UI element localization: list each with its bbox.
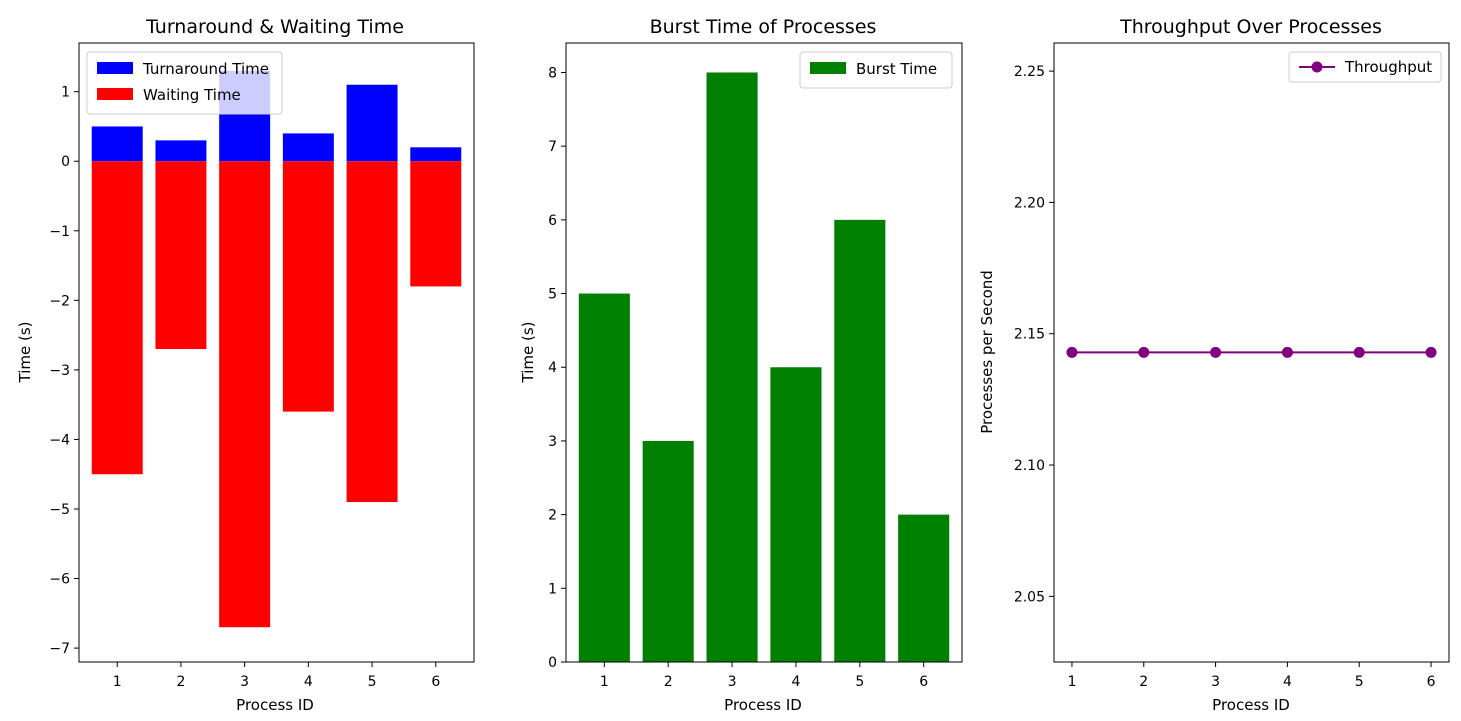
chart3-data-point xyxy=(1281,346,1293,358)
chart2-bar-burst-time xyxy=(642,440,694,662)
chart3-ytick-label: 2.20 xyxy=(1014,195,1045,211)
chart3-data-point xyxy=(1353,346,1365,358)
chart2-bar-burst-time xyxy=(578,293,630,662)
chart1-bar-turnaround-time xyxy=(91,126,143,162)
chart3-data-point xyxy=(1425,346,1437,358)
chart-burst-time: Burst Time of Processes 1 2 3 4 5 6 0 1 2 3 4 5 6 7 8 B… xyxy=(519,16,963,714)
chart1-axes-frame xyxy=(78,42,475,663)
chart3-ylabel: Processes per Second xyxy=(978,270,996,434)
chart2-ytick-label: 4 xyxy=(548,360,557,376)
chart3-ytick-label: 2.10 xyxy=(1014,458,1045,474)
chart1-bar-waiting-time xyxy=(346,161,398,503)
chart2-legend-label: Burst Time xyxy=(856,60,937,78)
chart3-ytick-label: 2.15 xyxy=(1014,327,1045,343)
chart1-ytick-label: −4 xyxy=(49,432,70,448)
chart1-xtick-label: 1 xyxy=(113,674,122,690)
chart2-legend-swatch xyxy=(810,62,846,74)
chart1-bar-waiting-time xyxy=(410,161,462,287)
chart1-xtick-label: 3 xyxy=(240,674,249,690)
chart1-ytick-label: −2 xyxy=(49,293,70,309)
chart1-ylabel: Time (s) xyxy=(16,322,34,384)
chart2-bar-burst-time xyxy=(770,367,822,662)
chart2-legend-box xyxy=(799,51,953,89)
chart2-ytick-label: 0 xyxy=(548,655,557,671)
chart1-bar-waiting-time xyxy=(282,161,334,412)
chart3-axes-frame xyxy=(1053,42,1450,663)
chart1-bar-turnaround-time xyxy=(346,84,398,162)
chart2-xtick-label: 3 xyxy=(728,674,737,690)
chart3-xtick-label: 6 xyxy=(1427,674,1436,690)
chart1-xtick-label: 6 xyxy=(431,674,440,690)
chart3-ytick-label: 2.05 xyxy=(1014,589,1045,605)
chart1-plot-area: 1 2 3 4 5 6 −7 −6 −5 −4 −3 −2 −1 0 1 Turnaround Time Wai… xyxy=(49,42,475,690)
chart3-xtick-label: 2 xyxy=(1139,674,1148,690)
chart1-legend-box xyxy=(86,51,283,115)
chart1-title: Turnaround & Waiting Time xyxy=(145,16,404,38)
chart3-legend-marker xyxy=(1311,61,1323,73)
chart3-ytick-label: 2.25 xyxy=(1014,64,1045,80)
chart3-xtick-label: 4 xyxy=(1283,674,1292,690)
chart1-ytick-label: −1 xyxy=(49,224,70,240)
chart3-legend-box xyxy=(1288,51,1442,83)
chart2-xtick-label: 5 xyxy=(855,674,864,690)
chart2-ytick-label: 1 xyxy=(548,581,557,597)
chart2-ytick-label: 7 xyxy=(548,139,557,155)
chart1-legend-label: Turnaround Time xyxy=(142,60,269,78)
chart1-bar-turnaround-time xyxy=(410,147,462,162)
chart2-xtick-label: 1 xyxy=(600,674,609,690)
chart1-bar-turnaround-time xyxy=(155,140,207,162)
chart3-data-point xyxy=(1066,346,1078,358)
chart3-data-point xyxy=(1210,346,1222,358)
chart3-legend-label: Throughput xyxy=(1344,58,1432,76)
chart1-xtick-label: 5 xyxy=(368,674,377,690)
chart1-ytick-label: −3 xyxy=(49,363,70,379)
chart2-bar-burst-time xyxy=(834,219,886,662)
chart3-xlabel: Process ID xyxy=(1212,696,1290,714)
chart2-ytick-label: 8 xyxy=(548,65,557,81)
chart1-bar-waiting-time xyxy=(155,161,207,350)
chart1-legend-label: Waiting Time xyxy=(143,86,241,104)
chart3-xtick-label: 5 xyxy=(1355,674,1364,690)
chart3-xtick-label: 1 xyxy=(1067,674,1076,690)
chart3-title: Throughput Over Processes xyxy=(1119,16,1382,38)
chart1-legend-swatch xyxy=(97,62,133,74)
chart3-data-point xyxy=(1138,346,1150,358)
chart1-ytick-label: 1 xyxy=(61,85,70,101)
chart1-bar-turnaround-time xyxy=(282,133,334,162)
chart-turnaround-waiting: Turnaround & Waiting Time 1 2 3 4 5 6 −7 −6 −5 −4… xyxy=(16,16,475,714)
chart1-bar-waiting-time xyxy=(219,161,271,628)
chart2-plot-area: 1 2 3 4 5 6 0 1 2 3 4 5 6 7 8 Burst Time xyxy=(548,42,963,690)
chart2-xtick-label: 4 xyxy=(791,674,800,690)
chart2-ytick-label: 5 xyxy=(548,287,557,303)
chart2-bar-burst-time xyxy=(898,514,950,662)
chart2-ytick-label: 6 xyxy=(548,213,557,229)
chart2-ytick-label: 3 xyxy=(548,434,557,450)
chart1-legend-swatch xyxy=(97,88,133,100)
chart1-bar-waiting-time xyxy=(91,161,143,475)
chart2-ylabel: Time (s) xyxy=(519,322,537,384)
chart1-xlabel: Process ID xyxy=(236,696,314,714)
chart1-ytick-label: −5 xyxy=(49,502,70,518)
chart2-axes-frame xyxy=(565,42,963,663)
chart2-ytick-label: 2 xyxy=(548,508,557,524)
chart2-xlabel: Process ID xyxy=(724,696,802,714)
chart-throughput: Throughput Over Processes 1 2 3 4 5 6 2.05 2.10… xyxy=(978,16,1450,714)
chart2-xtick-label: 6 xyxy=(919,674,928,690)
chart3-xtick-label: 3 xyxy=(1211,674,1220,690)
chart1-xtick-label: 2 xyxy=(176,674,185,690)
chart1-ytick-label: 0 xyxy=(61,154,70,170)
chart3-plot-area: 1 2 3 4 5 6 2.05 2.10 2.15 2.20 2.25 Throughput xyxy=(1014,42,1450,690)
chart1-xtick-label: 4 xyxy=(304,674,313,690)
chart2-bar-burst-time xyxy=(706,72,758,662)
chart1-ytick-label: −6 xyxy=(49,572,70,588)
chart2-xtick-label: 2 xyxy=(664,674,673,690)
chart2-title: Burst Time of Processes xyxy=(650,16,877,38)
chart1-ytick-label: −7 xyxy=(49,641,70,657)
